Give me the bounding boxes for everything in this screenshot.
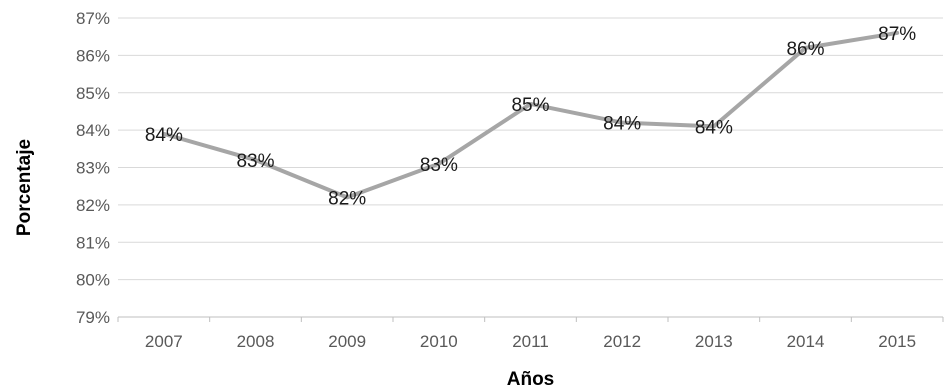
series-line <box>161 30 900 200</box>
data-label: 87% <box>878 24 916 45</box>
x-tick-label: 2008 <box>237 332 275 351</box>
data-label: 84% <box>145 125 183 146</box>
y-tick-label: 86% <box>76 46 110 65</box>
y-axis-ticks: 79% 80% 81% 82% 83% 84% 85% 86% 87% <box>76 9 110 327</box>
x-tick-label: 2014 <box>787 332 825 351</box>
x-tick-label: 2010 <box>420 332 458 351</box>
gridlines <box>118 17 943 281</box>
x-tick-label: 2013 <box>695 332 733 351</box>
data-label: 84% <box>603 114 641 135</box>
data-label: 82% <box>328 188 366 209</box>
data-label: 83% <box>236 151 274 172</box>
data-label: 86% <box>786 39 824 60</box>
series-line-group <box>161 30 900 200</box>
y-tick-label: 87% <box>76 9 110 28</box>
data-label: 83% <box>420 155 458 176</box>
y-tick-label: 85% <box>76 84 110 103</box>
data-label: 84% <box>695 117 733 138</box>
data-label: 85% <box>511 95 549 116</box>
x-tick-label: 2009 <box>328 332 366 351</box>
x-tick-label: 2012 <box>603 332 641 351</box>
x-tick-label: 2015 <box>878 332 916 351</box>
x-tick-label: 2007 <box>145 332 183 351</box>
y-tick-label: 79% <box>76 308 110 327</box>
y-tick-label: 81% <box>76 233 110 252</box>
x-axis-ticks: 2007 2008 2009 2010 2011 2012 2013 2014 2015 <box>117 317 944 351</box>
y-axis-title: Porcentaje <box>14 139 35 236</box>
data-labels: 84% 83% 82% 83% 85% 84% 84% 86% 87% <box>145 24 916 209</box>
y-tick-label: 84% <box>76 121 110 140</box>
x-axis-title: Años <box>507 369 555 390</box>
y-tick-label: 82% <box>76 196 110 215</box>
y-tick-label: 83% <box>76 159 110 178</box>
x-tick-label: 2011 <box>512 332 549 351</box>
y-tick-label: 80% <box>76 271 110 290</box>
